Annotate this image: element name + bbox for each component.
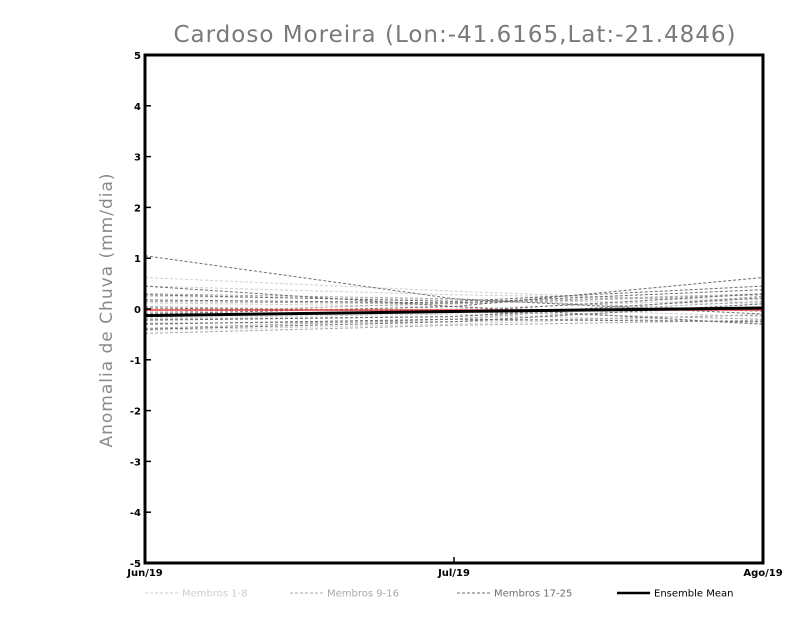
member-line-group2-2 [144, 294, 764, 305]
member-line-group2-1 [144, 293, 764, 312]
x-tick-label: Jun/19 [126, 568, 163, 579]
y-axis-label: Anomalia de Chuva (mm/dia) [97, 172, 117, 447]
member-line-group1-6 [144, 313, 764, 324]
member-line-group2-6 [144, 314, 764, 324]
x-tick-label: Ago/19 [743, 568, 782, 579]
ensemble-mean-line [144, 306, 764, 318]
y-tick-label: 2 [134, 203, 141, 214]
y-tick-label: 1 [134, 254, 141, 265]
member-line-group3-5 [144, 293, 764, 313]
member-line-group3-6 [144, 305, 764, 325]
y-tick-label: 5 [134, 51, 141, 62]
y-tick-label: -5 [130, 559, 141, 570]
member-line-group3-8 [144, 318, 764, 325]
legend-label: Ensemble Mean [654, 589, 733, 600]
member-line-group2-5 [144, 300, 764, 320]
member-line-group1-4 [144, 302, 764, 318]
legend-label: Membros 1-8 [182, 589, 248, 600]
y-tick-label: 3 [134, 153, 141, 164]
y-tick-label: -1 [130, 356, 141, 367]
member-line-group1-5 [144, 298, 764, 312]
x-axis-ticks: Jun/19 Jul/19 Ago/19 [126, 557, 783, 579]
legend-label: Membros 17-25 [494, 589, 572, 600]
series-lines [144, 255, 764, 334]
member-line-group3-3 [144, 285, 764, 302]
y-axis-ticks: 5 4 3 2 1 0 -1 -2 -3 -4 -5 [130, 51, 151, 570]
y-tick-label: -3 [130, 457, 141, 468]
x-tick-label: Jul/19 [437, 568, 470, 579]
member-line-group3-7 [144, 297, 764, 321]
member-line-group1-1 [144, 277, 764, 304]
legend-label: Membros 9-16 [327, 589, 399, 600]
legend: Membros 1-8 Membros 9-16 Membros 17-25 Ense… [145, 589, 733, 600]
member-line-group3-1 [144, 255, 764, 315]
y-tick-label: 4 [134, 102, 141, 113]
y-tick-label: 0 [134, 305, 141, 316]
member-line-group2-4 [144, 293, 764, 314]
y-tick-label: -4 [130, 508, 141, 519]
chart-title: Cardoso Moreira (Lon:-41.6165,Lat:-21.48… [173, 22, 736, 48]
member-line-group3-4 [144, 289, 764, 304]
member-line-group3-2 [144, 277, 764, 308]
member-line-group2-3 [144, 306, 764, 320]
member-line-group2-8 [144, 319, 764, 334]
y-tick-label: -2 [130, 407, 141, 418]
